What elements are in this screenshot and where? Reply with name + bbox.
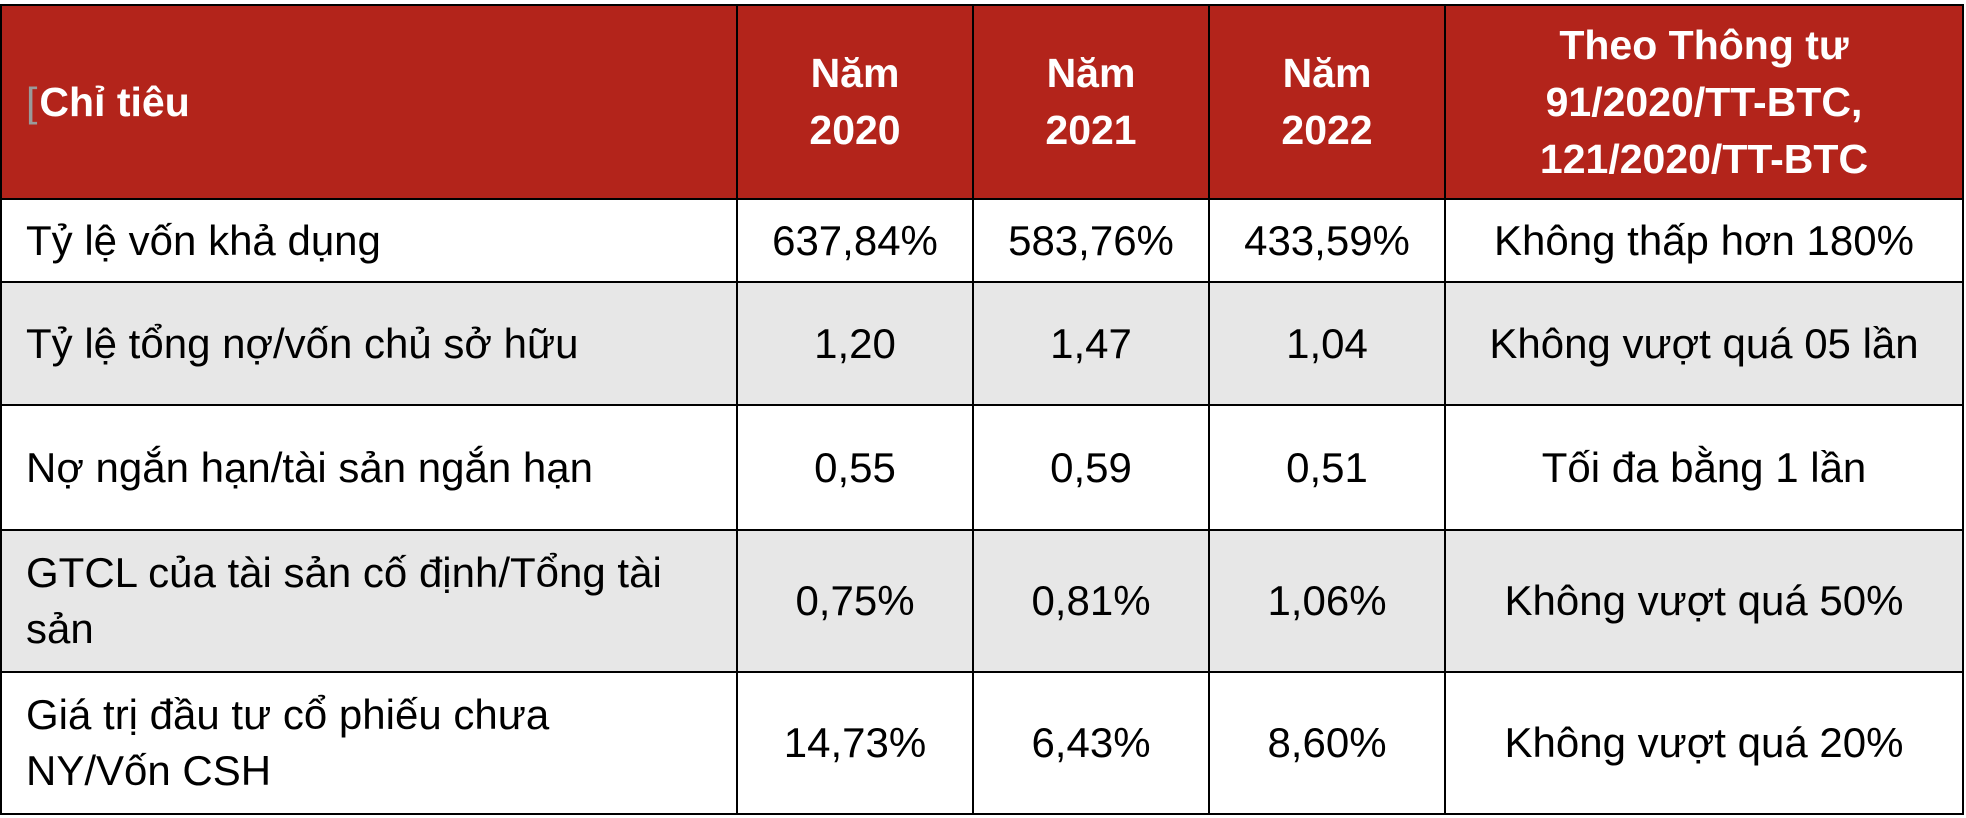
header-year-2020: Năm 2020 <box>736 4 974 200</box>
cell-2020: 1,20 <box>736 281 974 406</box>
header-regulation: Theo Thông tư 91/2020/TT-BTC, 121/2020/TT-… <box>1444 4 1964 200</box>
row-label-line1: Giá trị đầu tư cổ phiếu chưa <box>26 691 550 738</box>
financial-indicators-table: [Chỉ tiêu Năm 2020 Năm 2021 Năm 2022 Theo T… <box>0 4 1964 815</box>
table-row: Tỷ lệ vốn khả dụng 637,84% 583,76% 433,5… <box>0 198 1964 283</box>
cell-2021: 1,47 <box>972 281 1210 406</box>
row-label: Tỷ lệ tổng nợ/vốn chủ sở hữu <box>0 281 738 406</box>
row-label-line2: sản <box>26 605 94 652</box>
row-label-line2: NY/Vốn CSH <box>26 747 272 794</box>
cell-2022: 1,06% <box>1208 529 1446 673</box>
cell-regulation: Không thấp hơn 180% <box>1444 198 1964 283</box>
cell-2020: 14,73% <box>736 671 974 815</box>
cell-2022: 1,04 <box>1208 281 1446 406</box>
row-label-line1: GTCL của tài sản cố định/Tổng tài <box>26 549 662 596</box>
cell-2020: 637,84% <box>736 198 974 283</box>
cell-2021: 0,81% <box>972 529 1210 673</box>
header-regulation-line3: 121/2020/TT-BTC <box>1539 135 1869 182</box>
cell-2021: 0,59 <box>972 404 1210 531</box>
cell-2021: 6,43% <box>972 671 1210 815</box>
row-label: Giá trị đầu tư cổ phiếu chưa NY/Vốn CSH <box>0 671 738 815</box>
table-header-row: [Chỉ tiêu Năm 2020 Năm 2021 Năm 2022 Theo T… <box>0 4 1964 200</box>
cell-regulation: Không vượt quá 05 lần <box>1444 281 1964 406</box>
header-year-2020-line2: 2020 <box>809 107 901 153</box>
cell-regulation: Tối đa bằng 1 lần <box>1444 404 1964 531</box>
cell-2022: 0,51 <box>1208 404 1446 531</box>
header-year-2022: Năm 2022 <box>1208 4 1446 200</box>
header-year-2021: Năm 2021 <box>972 4 1210 200</box>
row-label: GTCL của tài sản cố định/Tổng tài sản <box>0 529 738 673</box>
cell-regulation: Không vượt quá 50% <box>1444 529 1964 673</box>
cell-2022: 8,60% <box>1208 671 1446 815</box>
header-year-2022-line1: Năm <box>1282 50 1372 96</box>
cell-2020: 0,75% <box>736 529 974 673</box>
cell-regulation: Không vượt quá 20% <box>1444 671 1964 815</box>
cell-2020: 0,55 <box>736 404 974 531</box>
row-label: Nợ ngắn hạn/tài sản ngắn hạn <box>0 404 738 531</box>
cell-2021: 583,76% <box>972 198 1210 283</box>
header-year-2022-line2: 2022 <box>1281 107 1373 153</box>
table-row: Tỷ lệ tổng nợ/vốn chủ sở hữu 1,20 1,47 1… <box>0 281 1964 406</box>
header-indicator-label: Chỉ tiêu <box>39 78 190 125</box>
row-label: Tỷ lệ vốn khả dụng <box>0 198 738 283</box>
header-year-2021-line2: 2021 <box>1045 107 1137 153</box>
cell-2022: 433,59% <box>1208 198 1446 283</box>
table-row: Giá trị đầu tư cổ phiếu chưa NY/Vốn CSH 1… <box>0 671 1964 815</box>
header-regulation-line2: 91/2020/TT-BTC, <box>1545 78 1863 125</box>
bracket-mark: [ <box>26 78 38 125</box>
header-regulation-line1: Theo Thông tư <box>1559 21 1849 68</box>
table-row: GTCL của tài sản cố định/Tổng tài sản 0,7… <box>0 529 1964 673</box>
header-year-2021-line1: Năm <box>1046 50 1136 96</box>
header-indicator: [Chỉ tiêu <box>0 4 738 200</box>
header-year-2020-line1: Năm <box>810 50 900 96</box>
table-row: Nợ ngắn hạn/tài sản ngắn hạn 0,55 0,59 0… <box>0 404 1964 531</box>
